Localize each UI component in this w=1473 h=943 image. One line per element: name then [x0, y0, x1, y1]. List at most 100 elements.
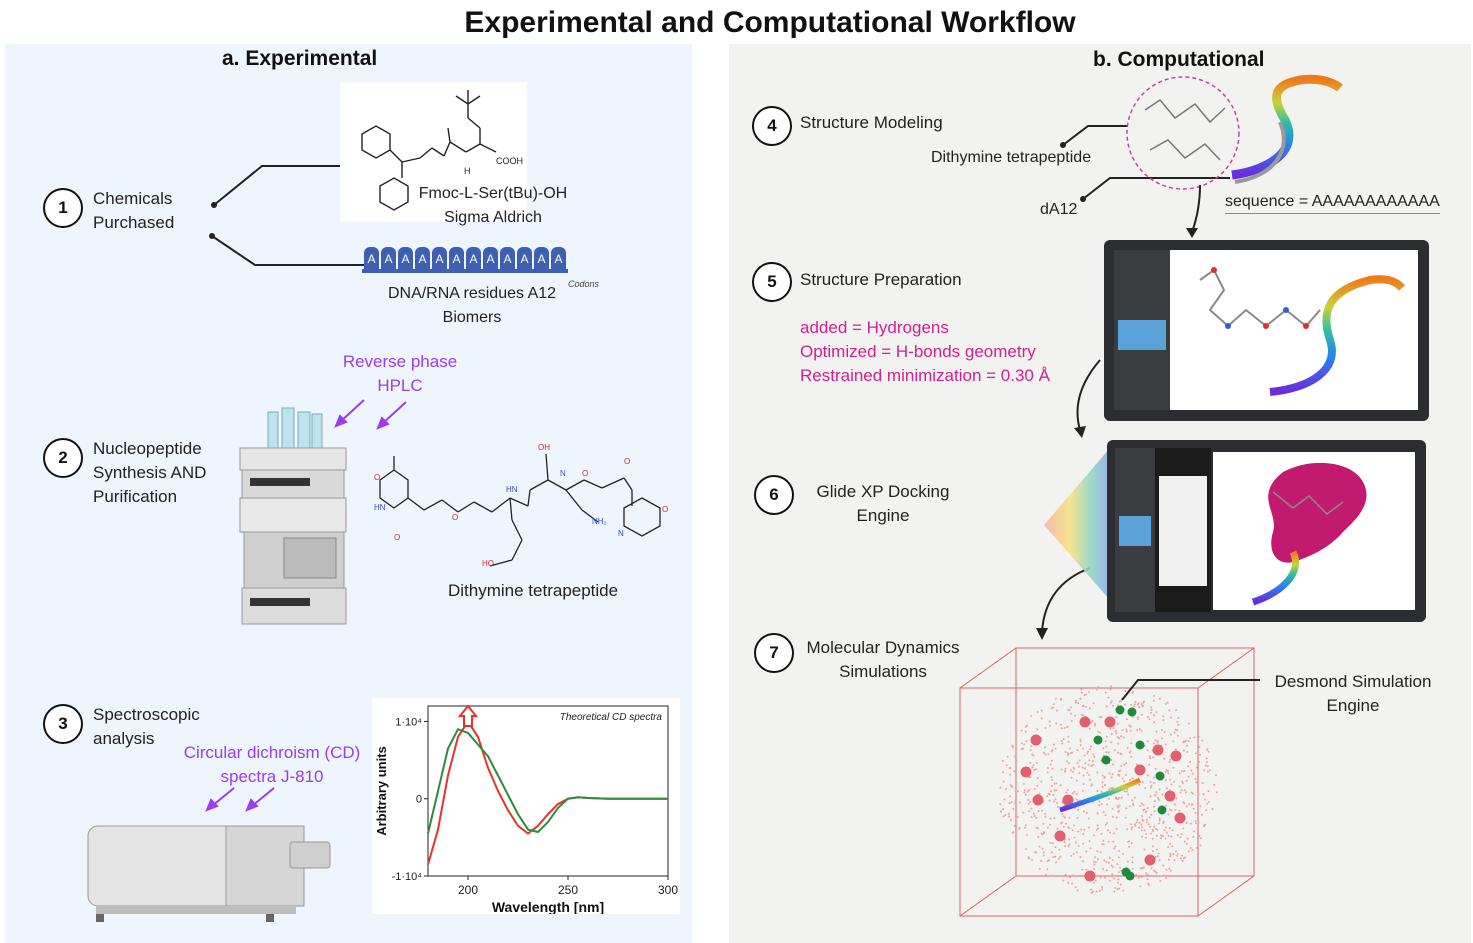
water-dot	[1120, 735, 1122, 738]
water-dot	[1108, 879, 1111, 882]
water-dot	[1114, 730, 1117, 733]
step-3-line1: Spectroscopic	[93, 705, 200, 724]
water-dot	[1024, 824, 1027, 827]
water-dot	[1030, 807, 1033, 810]
water-dot	[1123, 790, 1126, 793]
prep-line-hydrogens: added = Hydrogens	[800, 318, 949, 337]
water-dot	[1109, 701, 1112, 704]
water-dot	[1153, 721, 1156, 724]
cd-series-line-2	[427, 727, 668, 834]
water-dot	[1048, 720, 1051, 723]
water-dot	[1175, 709, 1178, 712]
water-dot	[1168, 761, 1171, 764]
water-dot	[1037, 810, 1040, 813]
water-dot	[1075, 779, 1078, 782]
water-dot	[1189, 761, 1192, 763]
step-1-line1: Chemicals	[93, 189, 173, 208]
hplc-instrument-illustration	[239, 407, 347, 625]
water-dot	[1110, 733, 1113, 735]
water-dot	[1192, 807, 1195, 810]
water-dot	[1138, 706, 1141, 709]
svg-text:N: N	[618, 529, 624, 538]
water-dot	[1092, 860, 1095, 863]
water-dot	[1105, 751, 1108, 754]
water-dot	[1182, 749, 1185, 752]
water-dot	[1125, 728, 1128, 731]
water-dot	[1049, 841, 1052, 844]
ion-green	[1115, 705, 1125, 715]
water-dot	[1094, 723, 1096, 725]
water-dot	[1154, 856, 1157, 858]
water-dot	[1022, 811, 1025, 814]
water-dot	[1103, 775, 1106, 778]
water-dot	[1170, 783, 1173, 786]
water-dot	[1169, 733, 1172, 736]
water-dot	[1069, 712, 1072, 715]
step-4-label: Structure Modeling	[800, 113, 943, 132]
water-dot	[1054, 697, 1057, 700]
water-dot	[1054, 855, 1057, 858]
dna-residue-11: A	[534, 247, 549, 269]
water-dot	[1203, 769, 1206, 772]
water-dot	[1154, 870, 1157, 873]
water-dot	[1099, 731, 1102, 734]
water-dot	[1174, 808, 1177, 811]
water-dot	[1102, 839, 1105, 842]
water-dot	[1194, 778, 1197, 780]
water-dot	[1022, 782, 1025, 785]
water-dot	[1056, 709, 1059, 712]
water-dot	[1113, 890, 1116, 893]
water-dot	[1044, 727, 1047, 729]
water-dot	[1107, 829, 1110, 832]
water-dot	[1174, 728, 1177, 731]
nh-label: H	[464, 166, 471, 176]
water-dot	[1030, 715, 1032, 717]
water-dot	[1104, 814, 1107, 816]
water-dot	[1090, 888, 1093, 891]
water-dot	[1102, 811, 1105, 814]
water-dot	[1172, 766, 1175, 769]
water-dot	[1185, 842, 1188, 845]
water-dot	[1101, 888, 1103, 891]
water-dot	[1136, 818, 1139, 821]
water-dot	[1014, 802, 1017, 805]
water-dot	[1099, 851, 1102, 854]
water-dot	[1181, 859, 1184, 862]
desmond-line1: Desmond Simulation	[1274, 672, 1432, 691]
water-dot	[1118, 700, 1121, 703]
water-dot	[1198, 735, 1200, 738]
water-dot	[1092, 834, 1095, 837]
cd-line2: spectra J-810	[220, 767, 324, 786]
water-dot	[1089, 745, 1092, 748]
water-dot	[1063, 727, 1066, 729]
water-dot	[1044, 812, 1047, 815]
water-dot	[1148, 755, 1151, 758]
water-dot	[1101, 843, 1104, 846]
water-dot	[1075, 699, 1077, 702]
water-dot	[1131, 777, 1134, 780]
water-dot	[1167, 834, 1170, 837]
water-dot	[1044, 815, 1047, 818]
water-dot	[1129, 823, 1132, 826]
water-dot	[1115, 796, 1117, 799]
water-dot	[1173, 803, 1176, 806]
water-dot	[1122, 889, 1125, 892]
water-dot	[1046, 795, 1049, 798]
water-dot	[1111, 773, 1114, 776]
water-dot	[1049, 790, 1052, 793]
water-dot	[999, 810, 1002, 813]
water-dot	[1153, 869, 1155, 872]
water-dot	[1040, 709, 1043, 712]
water-dot	[1051, 842, 1054, 845]
water-dot	[1202, 793, 1205, 795]
water-dot	[1016, 790, 1019, 793]
water-dot	[1049, 724, 1051, 727]
water-dot	[1082, 810, 1085, 813]
ion-green	[1135, 740, 1145, 750]
water-dot	[1092, 702, 1095, 705]
water-dot	[1187, 775, 1190, 778]
water-dot	[1142, 804, 1145, 806]
ion-red	[1079, 716, 1091, 728]
dna-supplier: Biomers	[442, 309, 502, 326]
water-dot	[1168, 827, 1171, 829]
